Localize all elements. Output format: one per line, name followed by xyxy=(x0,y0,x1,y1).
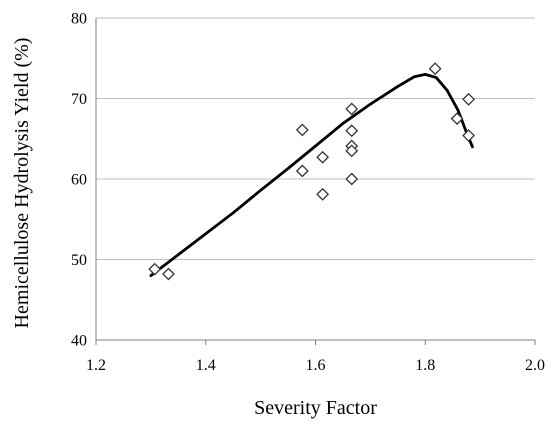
data-point-diamond xyxy=(462,129,476,142)
trend-line-series xyxy=(149,72,474,277)
x-tick-label: 1.4 xyxy=(196,357,216,374)
y-tick-labels: 40 50 60 70 80 xyxy=(71,11,87,350)
y-tick-label: 40 xyxy=(71,333,87,350)
data-point-diamond xyxy=(462,92,476,106)
data-point-diamond xyxy=(345,124,359,138)
y-tick-label: 70 xyxy=(71,91,87,108)
data-point-diamond xyxy=(345,102,359,116)
data-point-diamond xyxy=(295,164,309,178)
y-tick-label: 80 xyxy=(71,11,87,28)
x-tick-labels: 1.2 1.4 1.6 1.8 2.0 xyxy=(86,340,545,374)
x-axis-title: Severity Factor xyxy=(254,397,377,419)
data-point-diamond xyxy=(162,267,175,281)
data-point-diamond xyxy=(148,262,162,276)
data-point-diamond xyxy=(428,62,442,76)
data-point-diamond xyxy=(316,187,330,201)
data-point-diamond xyxy=(295,123,309,137)
data-point-diamond xyxy=(345,172,359,186)
x-tick-label: 1.8 xyxy=(415,357,435,374)
gridlines xyxy=(96,17,535,260)
x-tick-label: 1.6 xyxy=(306,357,326,374)
y-axis-title: Hemicellulose Hydrolysis Yield (%) xyxy=(11,38,33,329)
data-point-diamond xyxy=(345,144,359,158)
data-point-diamond xyxy=(450,112,464,126)
data-points-series xyxy=(148,62,476,281)
x-tick-label: 2.0 xyxy=(525,357,545,374)
x-tick-label: 1.2 xyxy=(86,357,106,374)
trend-line xyxy=(149,72,474,277)
y-tick-label: 60 xyxy=(71,172,87,189)
y-tick-label: 50 xyxy=(71,252,87,269)
data-point-diamond xyxy=(316,150,330,164)
